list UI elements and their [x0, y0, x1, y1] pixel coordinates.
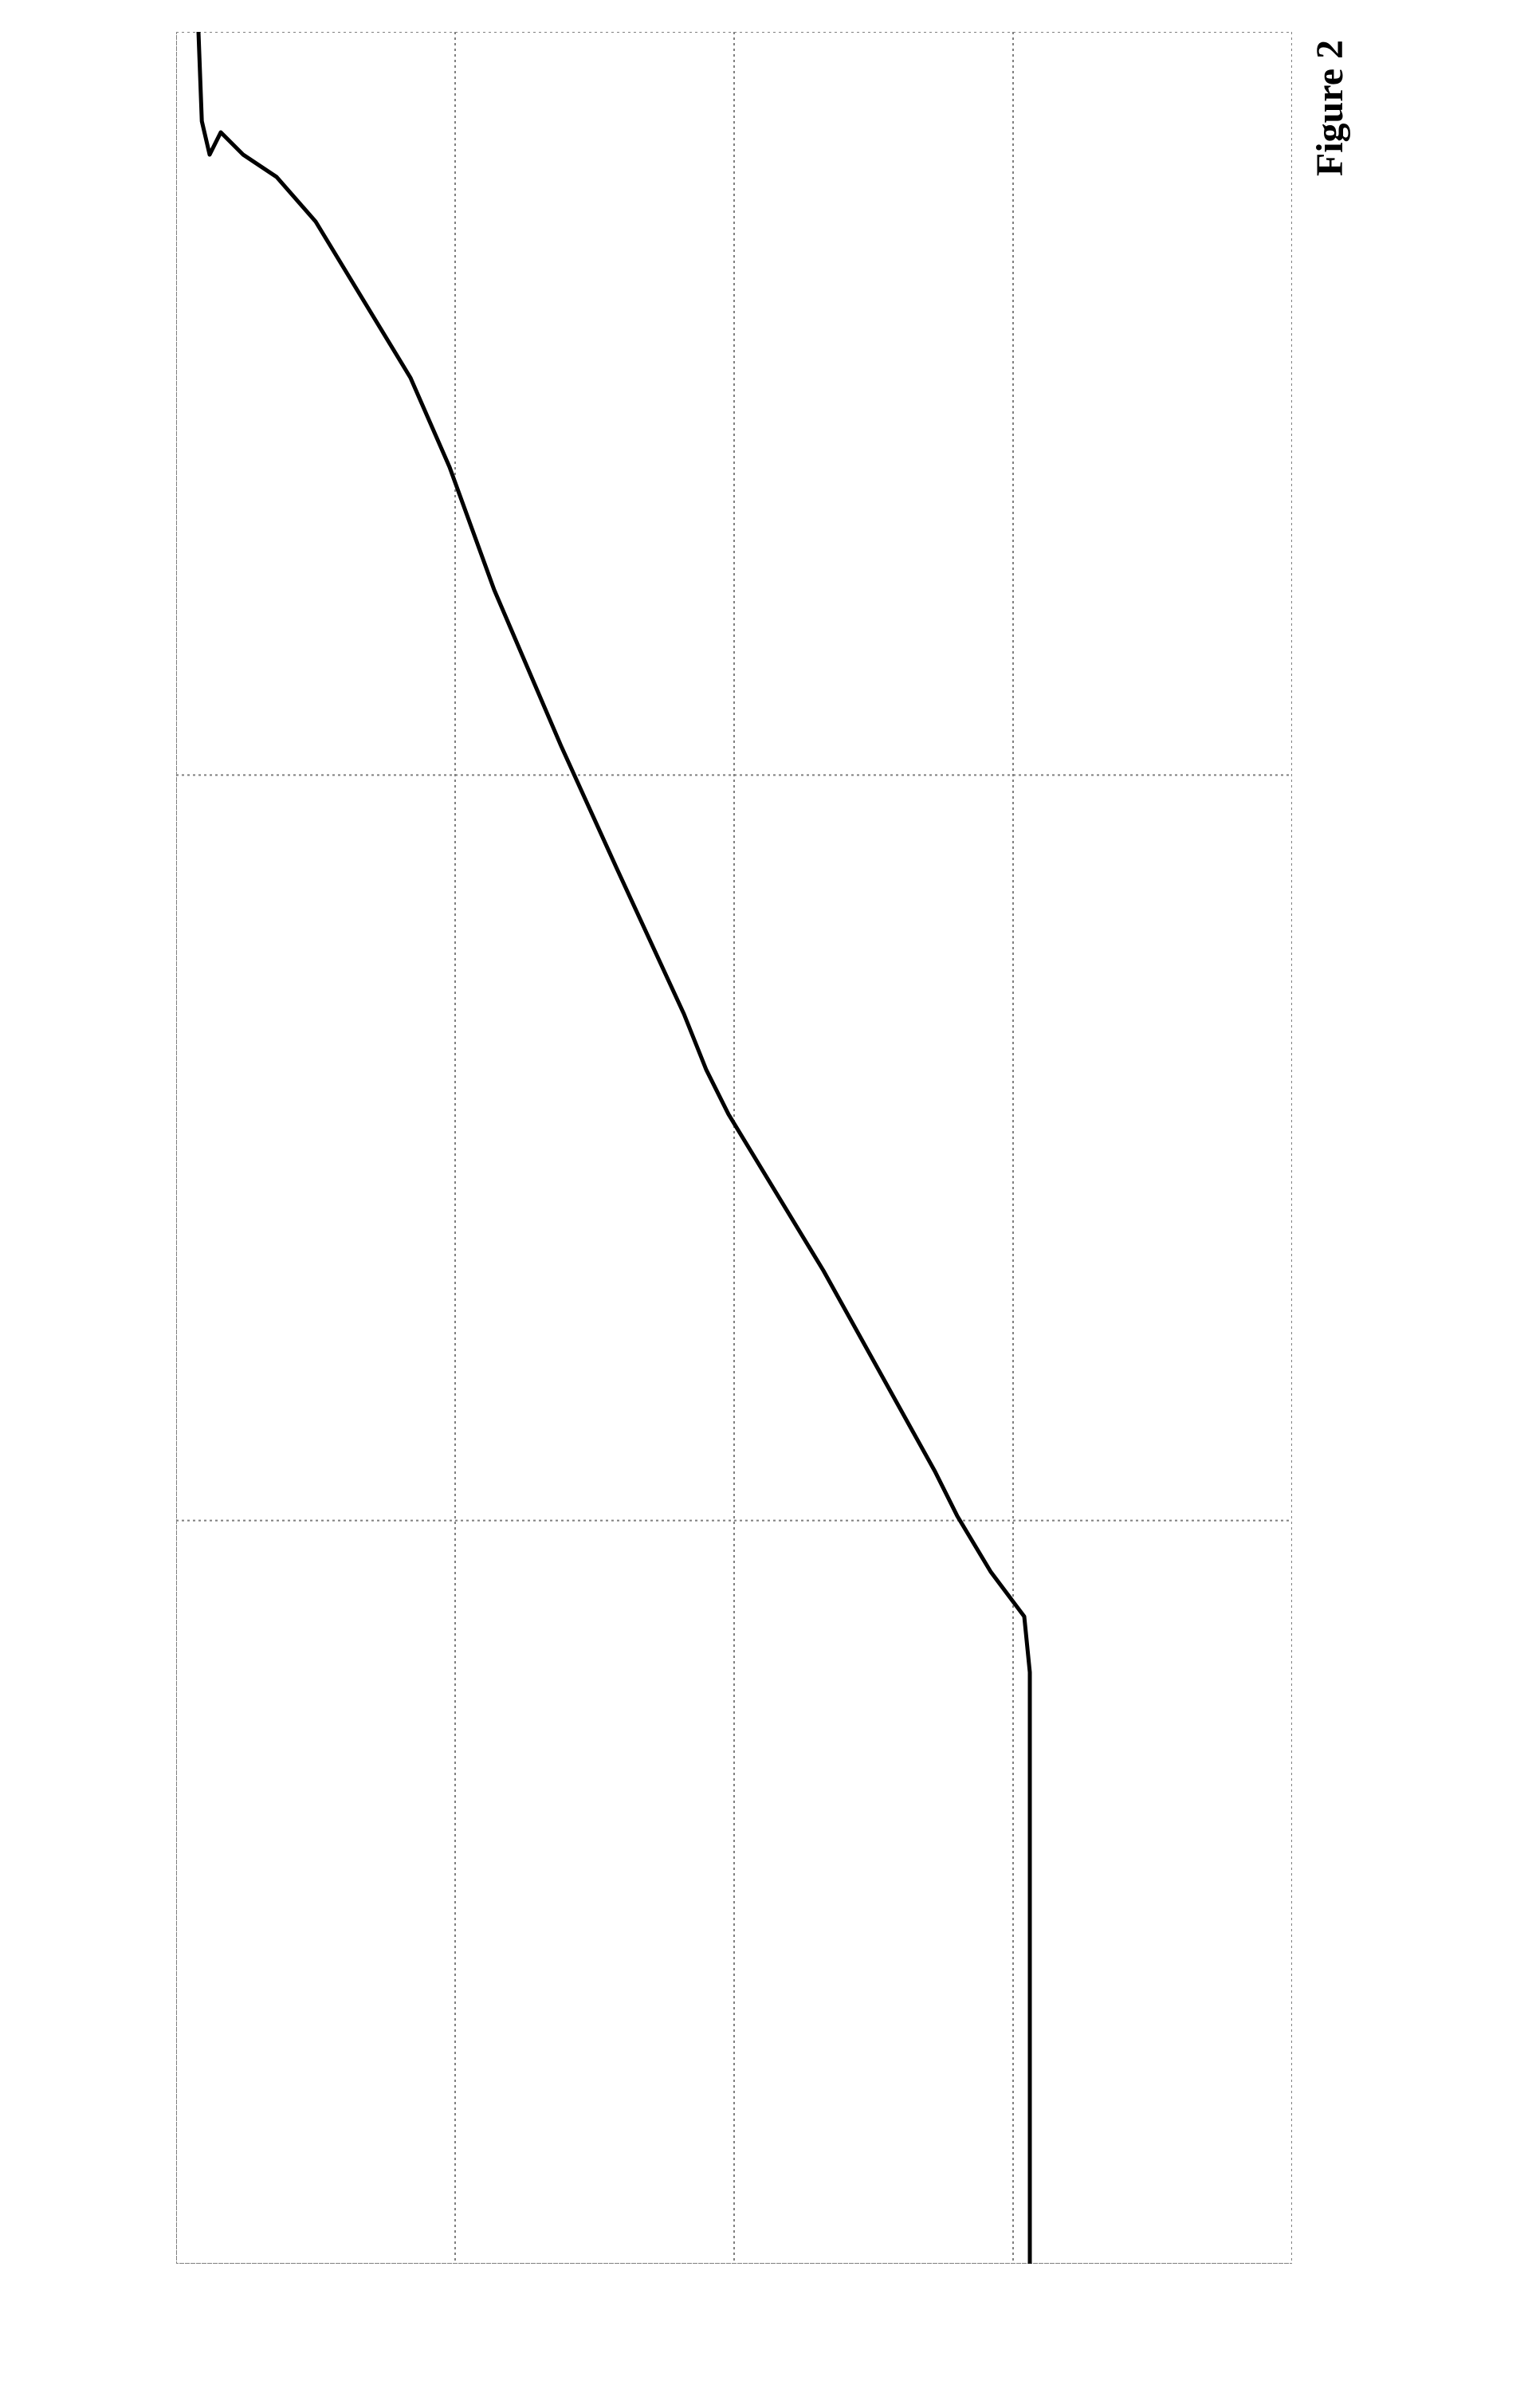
- chart-wrapper: [176, 32, 1292, 2264]
- line-chart: [176, 32, 1292, 2264]
- figure-container: Figure 2: [176, 32, 1352, 2264]
- figure-label: Figure 2: [1308, 40, 1352, 176]
